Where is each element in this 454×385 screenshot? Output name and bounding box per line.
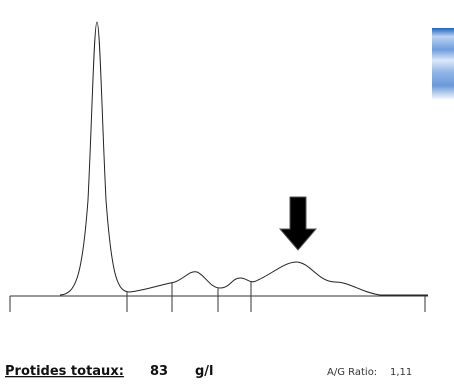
ratio-value: 1,11 <box>390 367 412 378</box>
gel-strip <box>432 28 454 100</box>
total-unit: g/l <box>195 364 214 379</box>
ratio-label: A/G Ratio: <box>327 367 377 378</box>
electrophoresis-view: Protides totaux: 83 g/l A/G Ratio: 1,11 <box>0 0 454 385</box>
density-curve <box>60 22 428 295</box>
total-value: 83 <box>150 364 168 379</box>
arrow <box>280 197 316 250</box>
fraction-separators <box>10 282 425 312</box>
page: Protides totaux: 83 g/l A/G Ratio: 1,11 … <box>0 0 454 385</box>
total-label: Protides totaux: <box>5 364 124 379</box>
